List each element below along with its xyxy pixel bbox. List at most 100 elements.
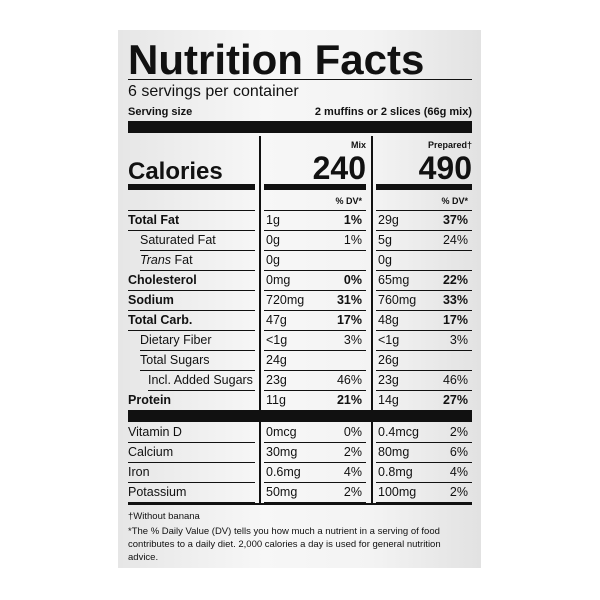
nutrient-name: Potassium	[128, 484, 187, 499]
daily-value: 2%	[449, 484, 468, 499]
rule	[264, 462, 366, 463]
daily-value: 0%	[343, 424, 362, 439]
daily-value: 1%	[343, 212, 362, 227]
rule	[128, 184, 255, 190]
calories-value: 240	[312, 150, 366, 186]
rule	[264, 270, 366, 271]
daily-value: 17%	[336, 312, 362, 327]
amount: 1g	[266, 212, 280, 227]
amount: <1g	[266, 332, 288, 347]
nutrient-name: Total Sugars	[140, 352, 210, 367]
rule	[376, 390, 472, 391]
rule	[376, 330, 472, 331]
rule	[264, 230, 366, 231]
daily-value: 46%	[442, 372, 468, 387]
dv-header: % DV*	[441, 195, 468, 206]
footnote: †Without banana	[128, 511, 200, 523]
daily-value: 24%	[442, 232, 468, 247]
rule	[376, 350, 472, 351]
daily-value: 1%	[343, 232, 362, 247]
rule	[128, 462, 255, 463]
amount: 30mg	[266, 444, 298, 459]
nutrient-name: Total Carb.	[128, 312, 193, 327]
servings: 6 servings per container	[128, 83, 299, 100]
rule	[376, 462, 472, 463]
rule	[264, 370, 366, 371]
daily-value: 4%	[449, 464, 468, 479]
rule	[128, 121, 472, 133]
daily-value: 3%	[343, 332, 362, 347]
footnote: *The % Daily Value (DV) tells you how mu…	[128, 526, 441, 563]
rule	[140, 270, 255, 271]
daily-value: 3%	[449, 332, 468, 347]
amount: 48g	[378, 312, 399, 327]
amount: 720mg	[266, 292, 305, 307]
column-header: Mix	[350, 139, 366, 150]
daily-value: 17%	[442, 312, 468, 327]
calories-label: Calories	[128, 158, 223, 185]
amount: 24g	[266, 352, 287, 367]
dv-header: % DV*	[335, 195, 362, 206]
rule	[128, 442, 255, 443]
title: Nutrition Facts	[128, 36, 425, 83]
rule	[128, 482, 255, 483]
nutrition-label: Nutrition Facts 6 servings per container S…	[118, 30, 481, 568]
rule	[371, 136, 373, 503]
amount: 0g	[378, 252, 392, 267]
amount: 0mg	[266, 272, 291, 287]
nutrient-name: Vitamin D	[128, 424, 182, 439]
amount: 760mg	[378, 292, 417, 307]
daily-value: 37%	[442, 212, 468, 227]
daily-value: 22%	[442, 272, 468, 287]
amount: 14g	[378, 392, 399, 407]
rule	[264, 442, 366, 443]
daily-value: 31%	[336, 292, 362, 307]
amount: 0.8mg	[378, 464, 413, 479]
rule	[264, 390, 366, 391]
rule	[259, 136, 261, 503]
rule	[264, 290, 366, 291]
rule	[140, 250, 255, 251]
amount: 0.6mg	[266, 464, 301, 479]
rule	[128, 410, 472, 422]
daily-value: 27%	[442, 392, 468, 407]
amount: 100mg	[378, 484, 417, 499]
amount: 11g	[266, 392, 286, 407]
nutrient-name: Total Fat	[128, 212, 180, 227]
nutrient-name: Sodium	[128, 292, 174, 307]
rule	[376, 370, 472, 371]
rule	[140, 350, 255, 351]
nutrient-name: Protein	[128, 392, 172, 407]
amount: 23g	[266, 372, 287, 387]
amount: 65mg	[378, 272, 410, 287]
amount: 0.4mcg	[378, 424, 419, 439]
rule	[376, 442, 472, 443]
rule	[264, 350, 366, 351]
rule	[264, 250, 366, 251]
rule	[376, 210, 472, 211]
amount: 47g	[266, 312, 287, 327]
rule	[128, 290, 255, 291]
amount: 80mg	[378, 444, 410, 459]
rule	[140, 370, 255, 371]
rule	[128, 210, 255, 211]
rule	[376, 310, 472, 311]
rule	[376, 230, 472, 231]
amount: 0g	[266, 252, 280, 267]
amount: 0g	[266, 232, 280, 247]
daily-value: 2%	[449, 424, 468, 439]
rule	[128, 330, 255, 331]
rule	[148, 390, 255, 391]
rule	[264, 502, 366, 503]
rule	[376, 270, 472, 271]
nutrient-name: Trans Fat	[140, 252, 193, 267]
calories-value: 490	[418, 150, 472, 186]
amount: 26g	[378, 352, 399, 367]
daily-value: 21%	[336, 392, 362, 407]
daily-value: 6%	[449, 444, 468, 459]
rule	[264, 210, 366, 211]
rule	[128, 502, 255, 503]
rule	[376, 482, 472, 483]
daily-value: 33%	[442, 292, 468, 307]
